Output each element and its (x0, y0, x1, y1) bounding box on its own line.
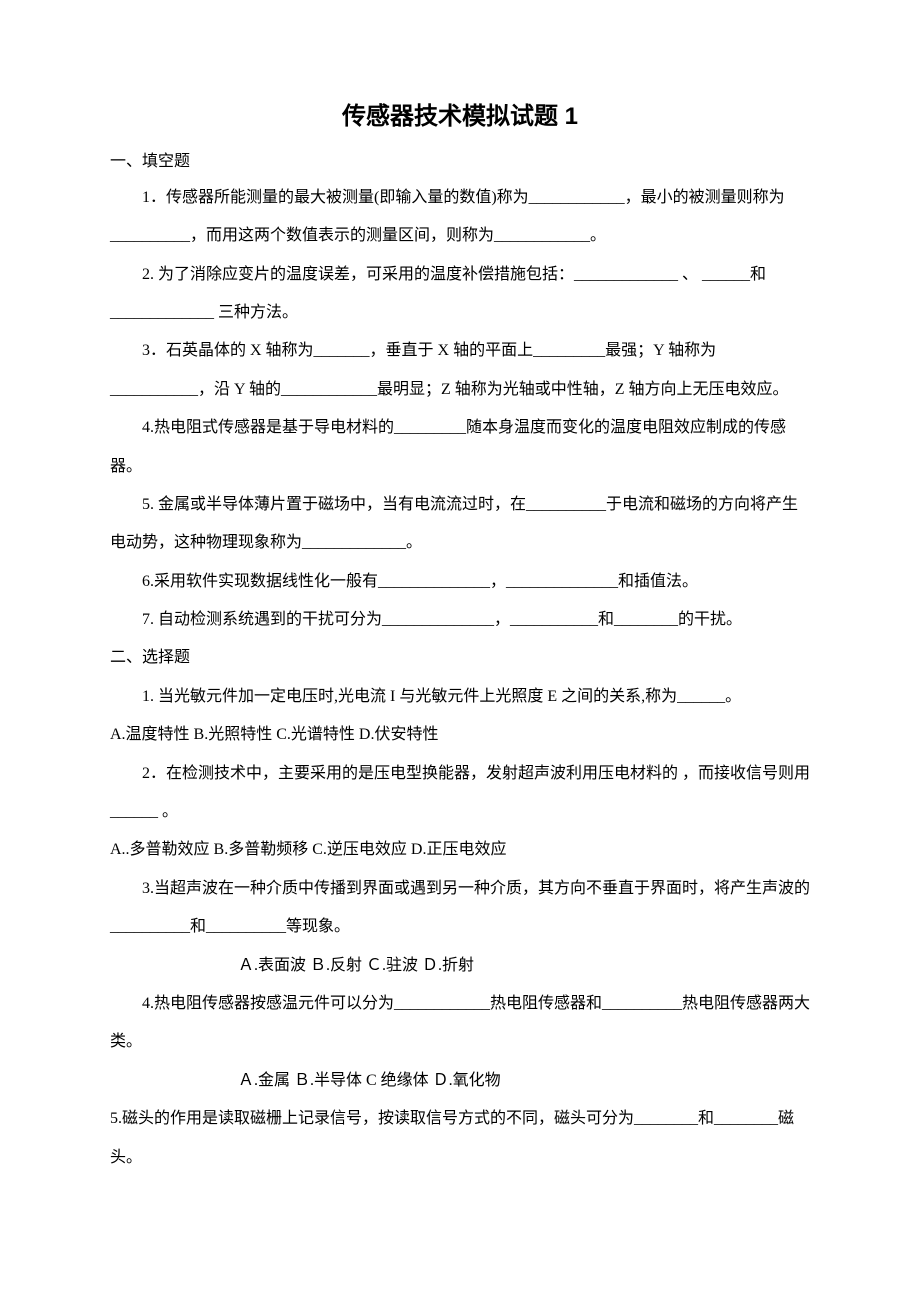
question-2-4: 4.热电阻传感器按感温元件可以分为____________热电阻传感器和____… (110, 985, 810, 1062)
question-1-6: 6.采用软件实现数据线性化一般有______________，_________… (110, 563, 810, 601)
section-2-heading: 二、选择题 (110, 639, 810, 677)
question-2-1-options: A.温度特性 B.光照特性 C.光谱特性 D.伏安特性 (110, 716, 810, 754)
question-1-7: 7. 自动检测系统遇到的干扰可分为______________，________… (110, 601, 810, 639)
question-2-4-options: Ａ.金属 Ｂ.半导体 C 绝缘体 Ｄ.氧化物 (110, 1062, 810, 1100)
question-1-5: 5. 金属或半导体薄片置于磁场中，当有电流流过时，在__________于电流和… (110, 486, 810, 563)
question-1-2: 2. 为了消除应变片的温度误差，可采用的温度补偿措施包括：___________… (110, 256, 810, 333)
question-1-3: 3．石英晶体的 X 轴称为_______，垂直于 X 轴的平面上________… (110, 332, 810, 409)
question-2-1: 1. 当光敏元件加一定电压时,光电流 I 与光敏元件上光照度 E 之间的关系,称… (110, 678, 810, 716)
section-1-heading: 一、填空题 (110, 144, 810, 179)
question-2-5: 5.磁头的作用是读取磁栅上记录信号，按读取信号方式的不同，磁头可分为______… (110, 1100, 810, 1177)
question-2-3-options: Ａ.表面波 Ｂ.反射 Ｃ.驻波 Ｄ.折射 (110, 947, 810, 985)
question-2-2: 2．在检测技术中，主要采用的是压电型换能器，发射超声波利用压电材料的 ，而接收信… (110, 755, 810, 832)
page-title: 传感器技术模拟试题 1 (110, 100, 810, 134)
question-2-2-options: A..多普勒效应 B.多普勒频移 C.逆压电效应 D.正压电效应 (110, 831, 810, 869)
question-1-4: 4.热电阻式传感器是基于导电材料的_________随本身温度而变化的温度电阻效… (110, 409, 810, 486)
question-2-3: 3.当超声波在一种介质中传播到界面或遇到另一种介质，其方向不垂直于界面时，将产生… (110, 870, 810, 947)
question-1-1: 1．传感器所能测量的最大被测量(即输入量的数值)称为____________，最… (110, 179, 810, 256)
exam-page: 传感器技术模拟试题 1 一、填空题 1．传感器所能测量的最大被测量(即输入量的数… (0, 0, 920, 1257)
